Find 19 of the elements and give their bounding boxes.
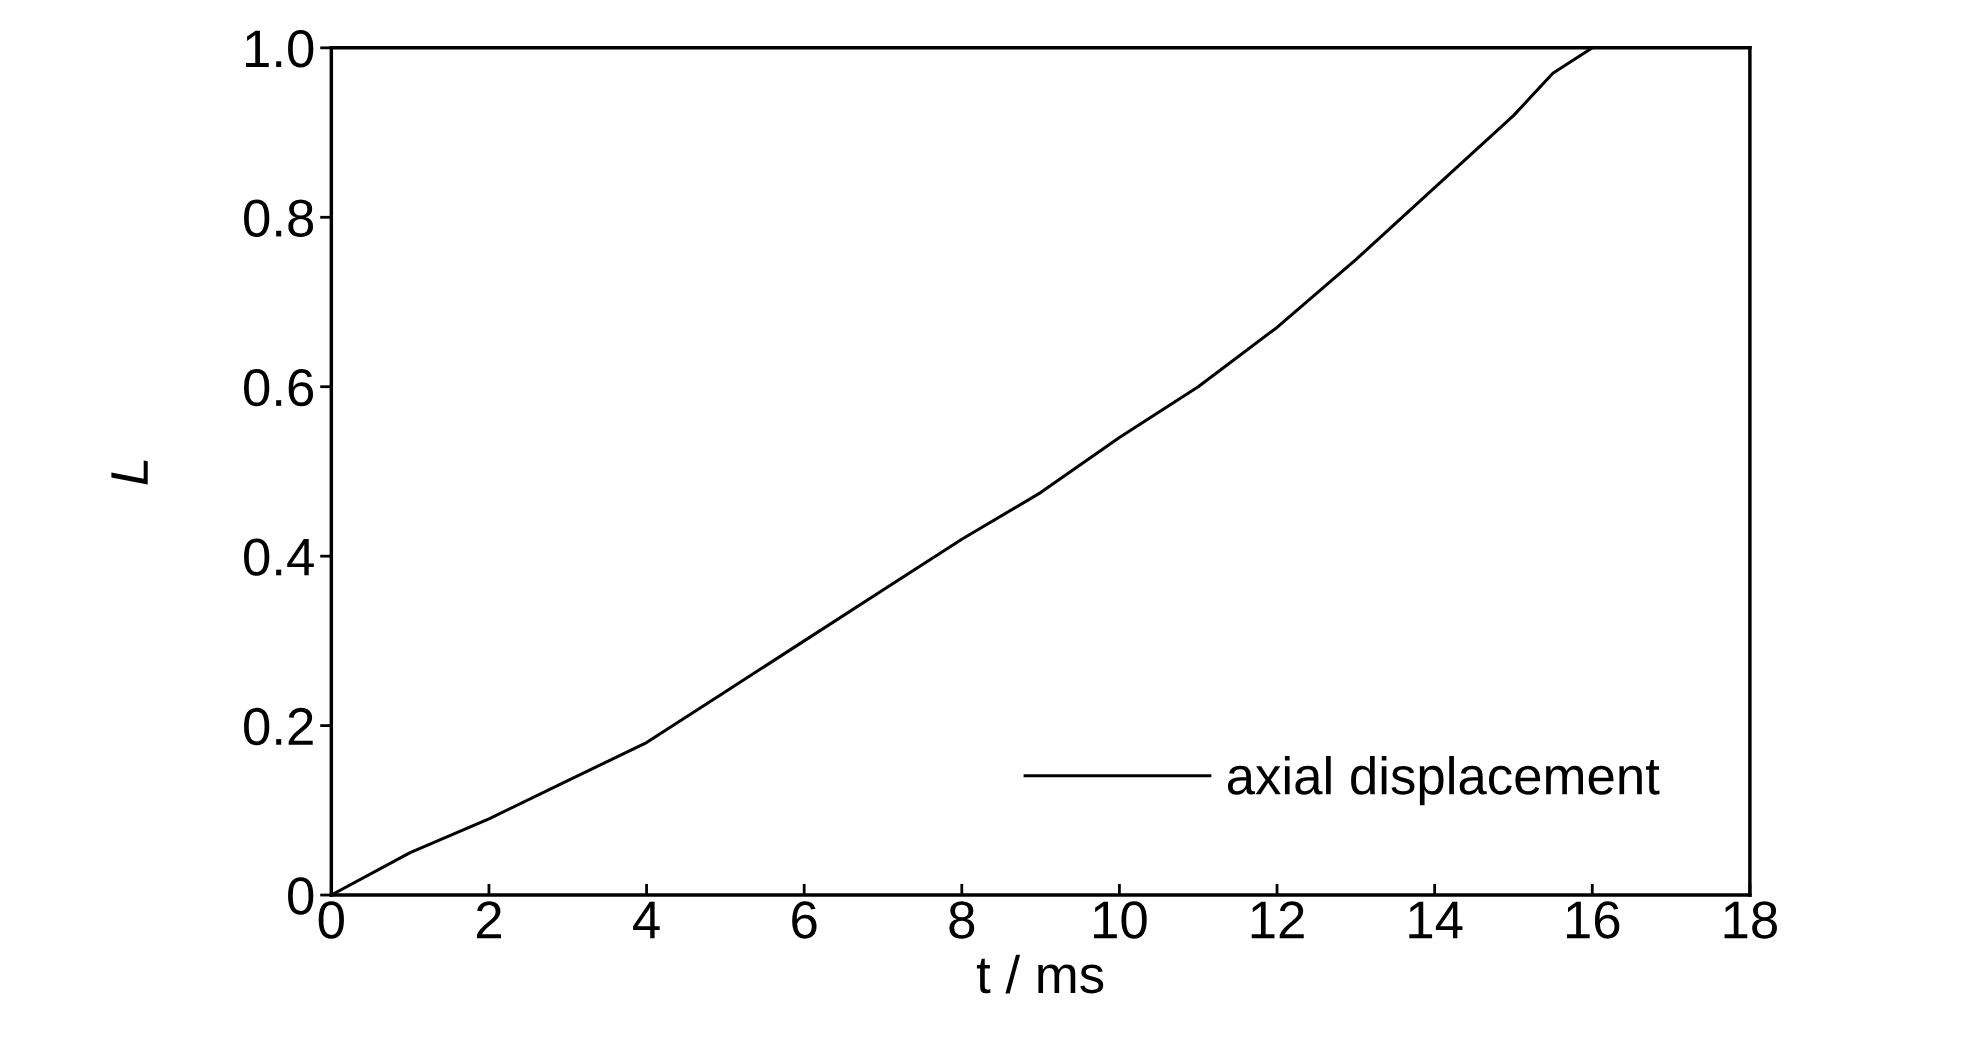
y-tick-label: 1.0 <box>246 30 314 68</box>
x-tick-label: 4 <box>633 901 660 939</box>
x-tick-label: 0 <box>318 901 344 939</box>
y-tick-label: 0.8 <box>244 199 314 237</box>
x-tick-label: 14 <box>1409 901 1463 939</box>
x-tick-label: 6 <box>792 901 817 939</box>
x-axis-title: t / ms <box>976 954 1104 994</box>
y-tick-label: 0.2 <box>244 707 313 746</box>
x-tick-label: 2 <box>476 901 501 939</box>
y-tick-label: 0 <box>288 877 314 915</box>
x-tick-label: 16 <box>1566 901 1620 939</box>
y-tick-label: 0.6 <box>244 368 314 407</box>
x-tick-label: 8 <box>949 901 975 939</box>
x-tick-label: 10 <box>1094 901 1147 939</box>
y-tick-label: 0.4 <box>244 538 314 576</box>
x-tick-label: 18 <box>1724 901 1777 939</box>
x-tick-label: 12 <box>1251 901 1304 939</box>
legend-label: axial displacement <box>1227 755 1660 806</box>
y-axis-title: L <box>111 460 148 485</box>
